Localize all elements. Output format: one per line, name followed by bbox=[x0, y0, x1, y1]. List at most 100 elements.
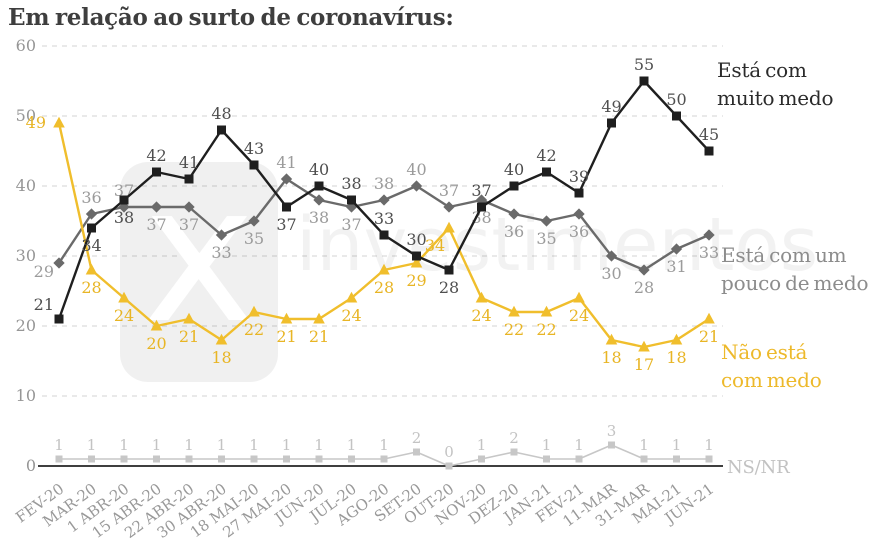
data-point-marker bbox=[704, 146, 714, 156]
data-point-marker bbox=[413, 448, 420, 456]
data-point-marker bbox=[119, 195, 129, 205]
data-point-marker bbox=[410, 256, 423, 268]
data-point-label: 29 bbox=[34, 262, 54, 281]
data-point-label: 24 bbox=[471, 306, 491, 325]
data-point-label: 38 bbox=[341, 174, 361, 193]
data-point-label: 0 bbox=[444, 443, 454, 461]
data-point-label: 1 bbox=[87, 436, 97, 454]
data-point-label: 28 bbox=[634, 278, 654, 297]
legend-ns-nr: NS/NR bbox=[727, 457, 790, 478]
data-point-label: 2 bbox=[509, 429, 519, 447]
data-point-label: 48 bbox=[211, 104, 231, 123]
data-point-label: 49 bbox=[601, 97, 621, 116]
data-point-label: 1 bbox=[282, 436, 292, 454]
data-point-marker bbox=[608, 441, 615, 449]
data-point-marker bbox=[378, 194, 390, 206]
data-point-label: 1 bbox=[477, 436, 487, 454]
data-point-label: 35 bbox=[536, 229, 556, 248]
data-point-marker bbox=[445, 462, 453, 470]
data-point-label: 38 bbox=[309, 208, 329, 227]
data-point-label: 37 bbox=[471, 181, 491, 200]
data-point-marker bbox=[53, 116, 65, 128]
data-point-label: 20 bbox=[146, 334, 166, 353]
data-point-label: 28 bbox=[439, 278, 459, 297]
data-point-marker bbox=[248, 215, 260, 227]
data-point-label: 33 bbox=[374, 209, 394, 228]
data-point-marker bbox=[672, 111, 681, 121]
data-point-label: 39 bbox=[569, 167, 589, 186]
data-point-marker bbox=[638, 264, 650, 276]
data-point-label: 31 bbox=[666, 257, 686, 276]
data-point-marker bbox=[88, 455, 95, 463]
data-point-label: 34 bbox=[81, 236, 101, 255]
data-point-label: 37 bbox=[341, 215, 361, 234]
data-point-label: 22 bbox=[536, 320, 556, 339]
data-point-label: 17 bbox=[634, 355, 654, 374]
data-point-label: 41 bbox=[179, 153, 199, 172]
data-point-marker bbox=[703, 312, 715, 324]
data-point-marker bbox=[477, 202, 486, 212]
data-point-marker bbox=[542, 167, 551, 177]
data-point-label: 38 bbox=[114, 208, 134, 227]
y-tick-label: 20 bbox=[16, 316, 36, 335]
data-point-marker bbox=[315, 455, 323, 463]
data-point-label: 2 bbox=[412, 429, 422, 447]
data-point-label: 40 bbox=[504, 160, 524, 179]
data-point-marker bbox=[87, 223, 96, 233]
data-point-marker bbox=[153, 455, 160, 463]
data-point-label: 21 bbox=[179, 327, 199, 346]
data-point-label: 43 bbox=[244, 139, 264, 158]
data-point-marker bbox=[605, 250, 618, 262]
data-point-marker bbox=[250, 455, 258, 463]
data-point-label: 1 bbox=[672, 436, 682, 454]
data-point-marker bbox=[282, 202, 291, 212]
data-point-label: 1 bbox=[249, 436, 259, 454]
data-point-marker bbox=[380, 455, 388, 463]
data-point-label: 22 bbox=[244, 320, 264, 339]
data-point-marker bbox=[345, 291, 358, 303]
data-point-marker bbox=[150, 319, 163, 331]
data-point-marker bbox=[314, 181, 324, 191]
data-point-label: 1 bbox=[152, 436, 162, 454]
data-point-marker bbox=[443, 201, 455, 213]
data-point-label: 1 bbox=[184, 436, 194, 454]
data-point-marker bbox=[347, 195, 356, 205]
y-tick-label: 40 bbox=[16, 176, 36, 195]
data-point-marker bbox=[640, 455, 648, 463]
data-point-marker bbox=[670, 333, 683, 345]
data-point-label: 22 bbox=[504, 320, 524, 339]
data-point-marker bbox=[605, 333, 618, 345]
y-tick-label: 50 bbox=[16, 106, 36, 125]
data-point-marker bbox=[575, 455, 583, 463]
data-point-label: 40 bbox=[309, 160, 329, 179]
data-point-marker bbox=[540, 215, 553, 227]
data-point-label: 36 bbox=[504, 222, 524, 241]
data-point-marker bbox=[379, 230, 389, 240]
data-point-marker bbox=[444, 265, 454, 275]
data-point-label: 18 bbox=[211, 348, 231, 367]
data-point-label: 42 bbox=[536, 146, 556, 165]
data-point-marker bbox=[313, 194, 325, 206]
data-point-marker bbox=[313, 312, 325, 324]
data-point-marker bbox=[218, 455, 225, 463]
data-point-marker bbox=[410, 180, 423, 192]
data-point-label: 30 bbox=[406, 230, 426, 249]
data-point-label: 50 bbox=[666, 90, 686, 109]
data-point-marker bbox=[183, 201, 195, 213]
data-point-marker bbox=[120, 455, 128, 463]
data-point-label: 30 bbox=[601, 264, 621, 283]
data-point-label: 37 bbox=[276, 215, 296, 234]
data-point-marker bbox=[183, 312, 195, 324]
data-point-label: 41 bbox=[276, 153, 296, 172]
data-point-marker bbox=[280, 173, 293, 185]
data-point-marker bbox=[508, 305, 520, 317]
data-point-marker bbox=[540, 305, 553, 317]
data-point-marker bbox=[543, 455, 550, 463]
data-point-marker bbox=[510, 448, 518, 456]
data-point-marker bbox=[573, 208, 585, 220]
data-point-label: 49 bbox=[26, 113, 46, 132]
data-point-label: 1 bbox=[379, 436, 389, 454]
data-point-label: 35 bbox=[244, 229, 264, 248]
data-point-marker bbox=[705, 455, 713, 463]
